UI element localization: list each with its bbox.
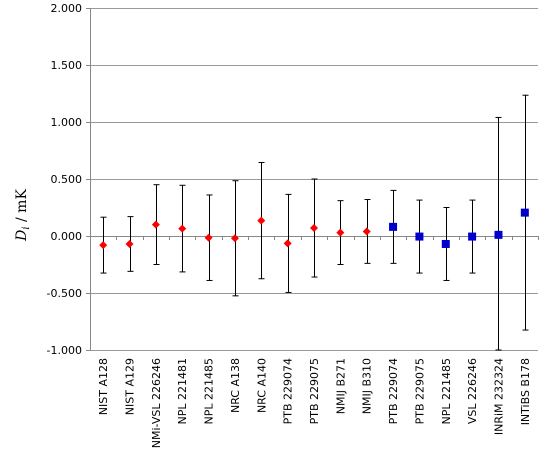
data-point-diamond	[151, 220, 160, 229]
data-point-square	[468, 232, 477, 241]
y-label-symbol: D	[14, 230, 30, 242]
x-tick-label: INRiM 232324	[492, 358, 505, 435]
x-tick-label: NPL 221481	[176, 358, 189, 424]
x-tick-label: INTiBS B178	[519, 358, 532, 425]
y-tick-label: 2.000	[51, 2, 83, 15]
y-tick-label: -1.000	[47, 344, 82, 357]
data-point-diamond	[336, 228, 345, 237]
x-tick-label: NMIJ B310	[361, 358, 374, 414]
y-label-subscript: i	[21, 226, 32, 229]
data-point-square	[441, 239, 450, 248]
data-point-diamond	[257, 216, 266, 225]
y-tick-labels: 2.000 1.500 1.000 0.500 0.000 -0.500 -1.000	[47, 2, 82, 357]
x-tick-label: PTB 229074	[387, 358, 400, 424]
y-axis-label: Di / mK	[14, 189, 32, 242]
y-tick-label: 0.500	[51, 173, 83, 186]
data-point-square	[415, 232, 424, 241]
data-point-diamond	[310, 224, 318, 233]
y-tick-label: 1.000	[51, 116, 83, 129]
data-point-diamond	[204, 233, 213, 242]
data-point-square	[520, 208, 529, 217]
y-tick-label: 1.500	[51, 59, 83, 72]
x-tick-label: NPL 221485	[203, 358, 216, 424]
data-point-diamond	[283, 239, 292, 248]
error-bars	[100, 94, 529, 351]
x-tick-label: NPL 221485	[440, 358, 453, 424]
data-point-diamond	[230, 234, 239, 243]
data-point-diamond	[125, 239, 134, 248]
x-tick-label: NIST A128	[97, 358, 110, 415]
x-tick-label: VSL 226246	[466, 358, 479, 424]
x-tick-label: PTB 229075	[308, 358, 321, 424]
x-tick-labels: NIST A128 NIST A129 NMi-VSL 226246 NPL 2214…	[97, 358, 532, 448]
data-point-square	[494, 230, 503, 239]
y-tick-label: -0.500	[47, 287, 82, 300]
data-point-diamond	[362, 227, 371, 236]
x-tick-label: NMi-VSL 226246	[150, 358, 163, 448]
x-tick-label: NMIJ B271	[334, 358, 347, 414]
data-point-diamond	[178, 224, 187, 233]
data-points	[99, 208, 529, 250]
x-tick-label: NRC A138	[229, 358, 242, 413]
data-point-square	[389, 222, 398, 231]
y-tick-label: 0.000	[51, 230, 83, 243]
x-tick-label: NIST A129	[124, 358, 137, 415]
x-tick-label: PTB 229074	[282, 358, 295, 424]
y-label-unit: / mK	[14, 189, 30, 227]
x-tick-label: NRC A140	[255, 358, 268, 413]
x-tick-label: PTB 229075	[413, 358, 426, 424]
data-point-diamond	[99, 241, 108, 250]
